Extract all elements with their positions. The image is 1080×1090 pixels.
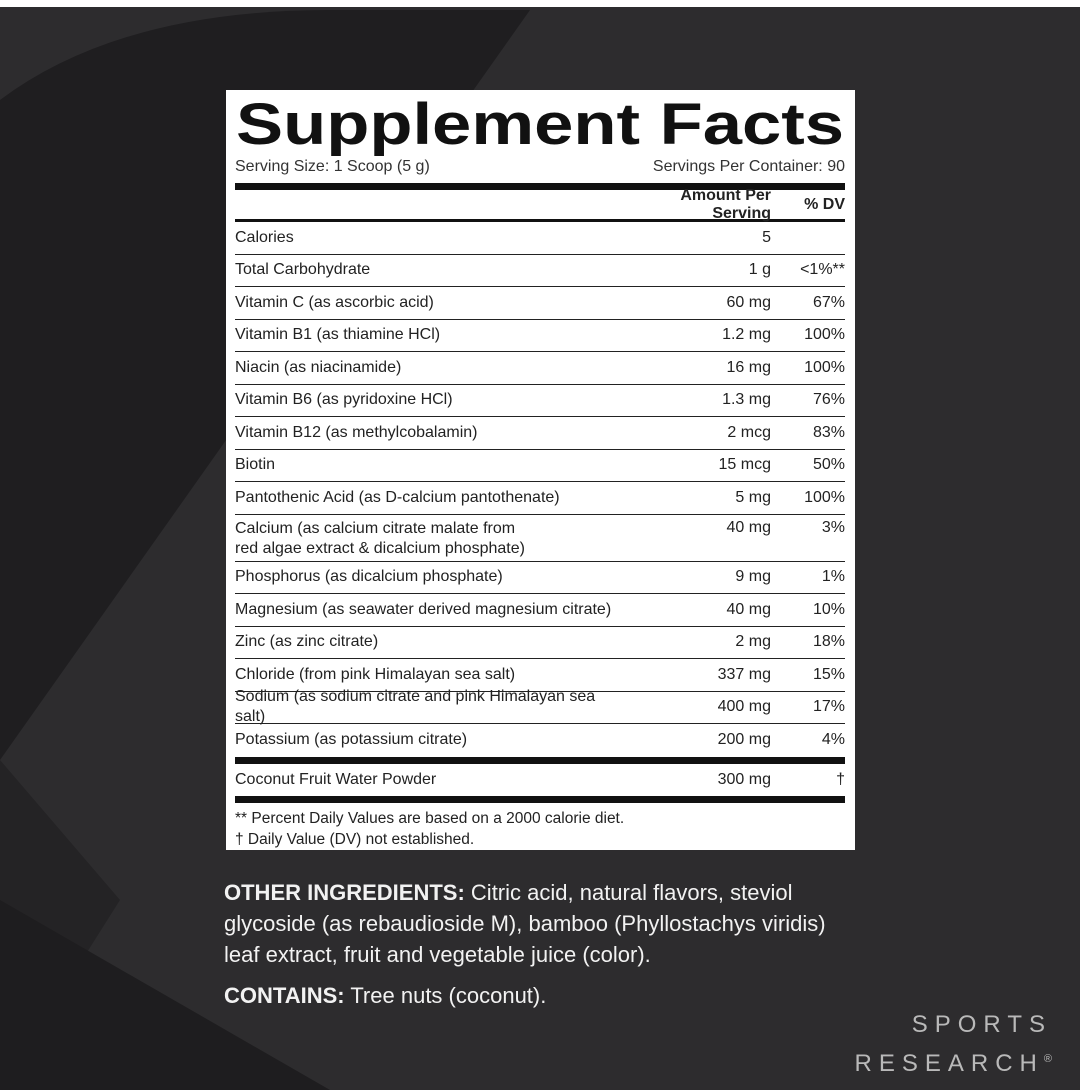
amount: 300 mg <box>717 770 771 788</box>
nutrient: Vitamin B12 (as methylcobalamin) <box>235 423 478 441</box>
nutrient: Coconut Fruit Water Powder <box>235 770 437 788</box>
column-header: % DV <box>804 195 845 213</box>
nutrient: Phosphorus (as dicalcium phosphate) <box>235 568 503 586</box>
row: Vitamin B6 (as pyridoxine HCl) 1.3 mg 76% <box>235 385 845 417</box>
daily-value: † <box>836 770 845 788</box>
amount: 40 mg <box>726 518 771 536</box>
row: Vitamin B1 (as thiamine HCl) 1.2 mg 100% <box>235 320 845 352</box>
footnote: ** Percent Daily Values are based on a 2… <box>235 810 625 827</box>
header-row: Amount Per Serving % DV <box>235 186 845 222</box>
daily-value: 50% <box>812 456 845 474</box>
nutrient: Calories <box>235 228 294 246</box>
row: Niacin (as niacinamide) 16 mg 100% <box>235 352 845 385</box>
nutrient: Magnesium (as seawater derived magnesium… <box>235 600 612 618</box>
row: Pantothenic Acid (as D-calcium pantothen… <box>235 482 845 515</box>
text: Tree nuts (coconut). <box>350 983 547 1008</box>
daily-value: <1%** <box>800 261 845 279</box>
rule <box>235 796 845 803</box>
amount: 5 mg <box>735 488 771 506</box>
daily-value: 76% <box>812 391 845 409</box>
row: Coconut Fruit Water Powder 300 mg † <box>235 764 845 797</box>
nutrient: Vitamin C (as ascorbic acid) <box>235 293 434 311</box>
brand-line: RESEARCH® <box>855 1042 1052 1081</box>
brand-line: SPORTS <box>911 1011 1052 1038</box>
brand: SPORTS RESEARCH® <box>855 1008 1052 1081</box>
daily-value: 18% <box>812 633 845 651</box>
nutrient: Niacin (as niacinamide) <box>235 358 402 376</box>
rows: Calories 5 Total Carbohydrate 1 g <1%** Vitam… <box>235 222 845 757</box>
nutrient: Total Carbohydrate <box>235 261 371 279</box>
amount: 200 mg <box>717 731 771 749</box>
nutrient: Zinc (as zinc citrate) <box>235 633 379 651</box>
nutrient: Chloride (from pink Himalayan sea salt) <box>235 665 516 683</box>
rows: Coconut Fruit Water Powder 300 mg † <box>235 764 845 797</box>
rule <box>235 756 845 764</box>
daily-value: 100% <box>804 326 845 344</box>
row: Zinc (as zinc citrate) 2 mg 18% <box>235 627 845 659</box>
amount: 9 mg <box>735 568 771 586</box>
nutrient: Pantothenic Acid (as D-calcium pantothen… <box>235 488 560 506</box>
daily-value: 67% <box>812 293 845 311</box>
rule <box>235 183 845 190</box>
row: Sodium (as sodium citrate and pink Himal… <box>235 688 845 725</box>
facts-table: Amount Per Serving % DV Calories 5 Total C… <box>235 186 845 850</box>
amount: 337 mg <box>717 665 771 683</box>
row: Magnesium (as seawater derived magnesium… <box>235 594 845 627</box>
daily-value: 1% <box>821 568 845 586</box>
brand-line: RESEARCH <box>854 1050 1044 1077</box>
nutrient: Potassium (as potassium citrate) <box>235 731 468 749</box>
daily-value: 10% <box>812 600 845 618</box>
brand-mark: ® <box>1043 1053 1052 1065</box>
row: Calories 5 <box>235 222 845 255</box>
title-box: Supplement Facts <box>236 94 844 157</box>
nutrient: Vitamin B1 (as thiamine HCl) <box>235 326 441 344</box>
nutrient: Vitamin B6 (as pyridoxine HCl) <box>235 391 453 409</box>
row: Potassium (as potassium citrate) 200 mg 4% <box>235 724 845 757</box>
daily-value: 83% <box>812 423 845 441</box>
daily-value: 100% <box>804 488 845 506</box>
amount: 40 mg <box>726 600 771 618</box>
other-ingredients: OTHER INGREDIENTS: Citric acid, natural … <box>224 877 854 970</box>
row: Calcium (as calcium citrate malate from … <box>235 515 845 562</box>
row: Vitamin B12 (as methylcobalamin) 2 mcg 83% <box>235 417 845 450</box>
amount: 2 mcg <box>727 423 771 441</box>
row: Total Carbohydrate 1 g <1%** <box>235 255 845 287</box>
amount: 1 g <box>748 261 771 279</box>
row: Vitamin C (as ascorbic acid) 60 mg 67% <box>235 287 845 320</box>
column-header: Amount Per Serving <box>680 186 771 222</box>
daily-value: 4% <box>821 731 845 749</box>
daily-value: 15% <box>812 665 845 683</box>
ingredients: OTHER INGREDIENTS: Citric acid, natural … <box>224 877 854 1021</box>
row: Chloride (from pink Himalayan sea salt) 3… <box>235 659 845 692</box>
amount: 400 mg <box>717 698 771 716</box>
label: CONTAINS: <box>224 983 345 1008</box>
facts-panel: Supplement Facts Serving Size: 1 Scoop (… <box>226 90 855 850</box>
row: Biotin 15 mcg 50% <box>235 450 845 482</box>
nutrient: Biotin <box>235 456 276 474</box>
amount: 1.2 mg <box>722 326 771 344</box>
amount: 5 <box>762 228 771 246</box>
footnotes: ** Percent Daily Values are based on a 2… <box>235 803 845 850</box>
amount: 1.3 mg <box>722 391 771 409</box>
amount: 60 mg <box>726 293 771 311</box>
nutrient: Sodium (as sodium citrate and pink Himal… <box>235 688 596 726</box>
label: OTHER INGREDIENTS: <box>224 880 465 905</box>
servings-per-container: Servings Per Container: 90 <box>652 158 845 175</box>
amount: 15 mcg <box>718 456 771 474</box>
nutrient: Calcium (as calcium citrate malate from … <box>235 519 525 557</box>
daily-value: 100% <box>804 358 845 376</box>
amount: 2 mg <box>735 633 771 651</box>
daily-value: 17% <box>812 698 845 716</box>
title: Supplement Facts <box>236 94 844 157</box>
daily-value: 3% <box>821 518 845 536</box>
contains: CONTAINS: Tree nuts (coconut). <box>224 980 854 1011</box>
serving-size: Serving Size: 1 Scoop (5 g) <box>235 158 430 175</box>
text: Citric acid, natural flavors, steviol gl… <box>224 880 826 967</box>
footnote: † Daily Value (DV) not established. <box>235 831 475 848</box>
row: Phosphorus (as dicalcium phosphate) 9 mg 1… <box>235 562 845 594</box>
amount: 16 mg <box>726 358 771 376</box>
